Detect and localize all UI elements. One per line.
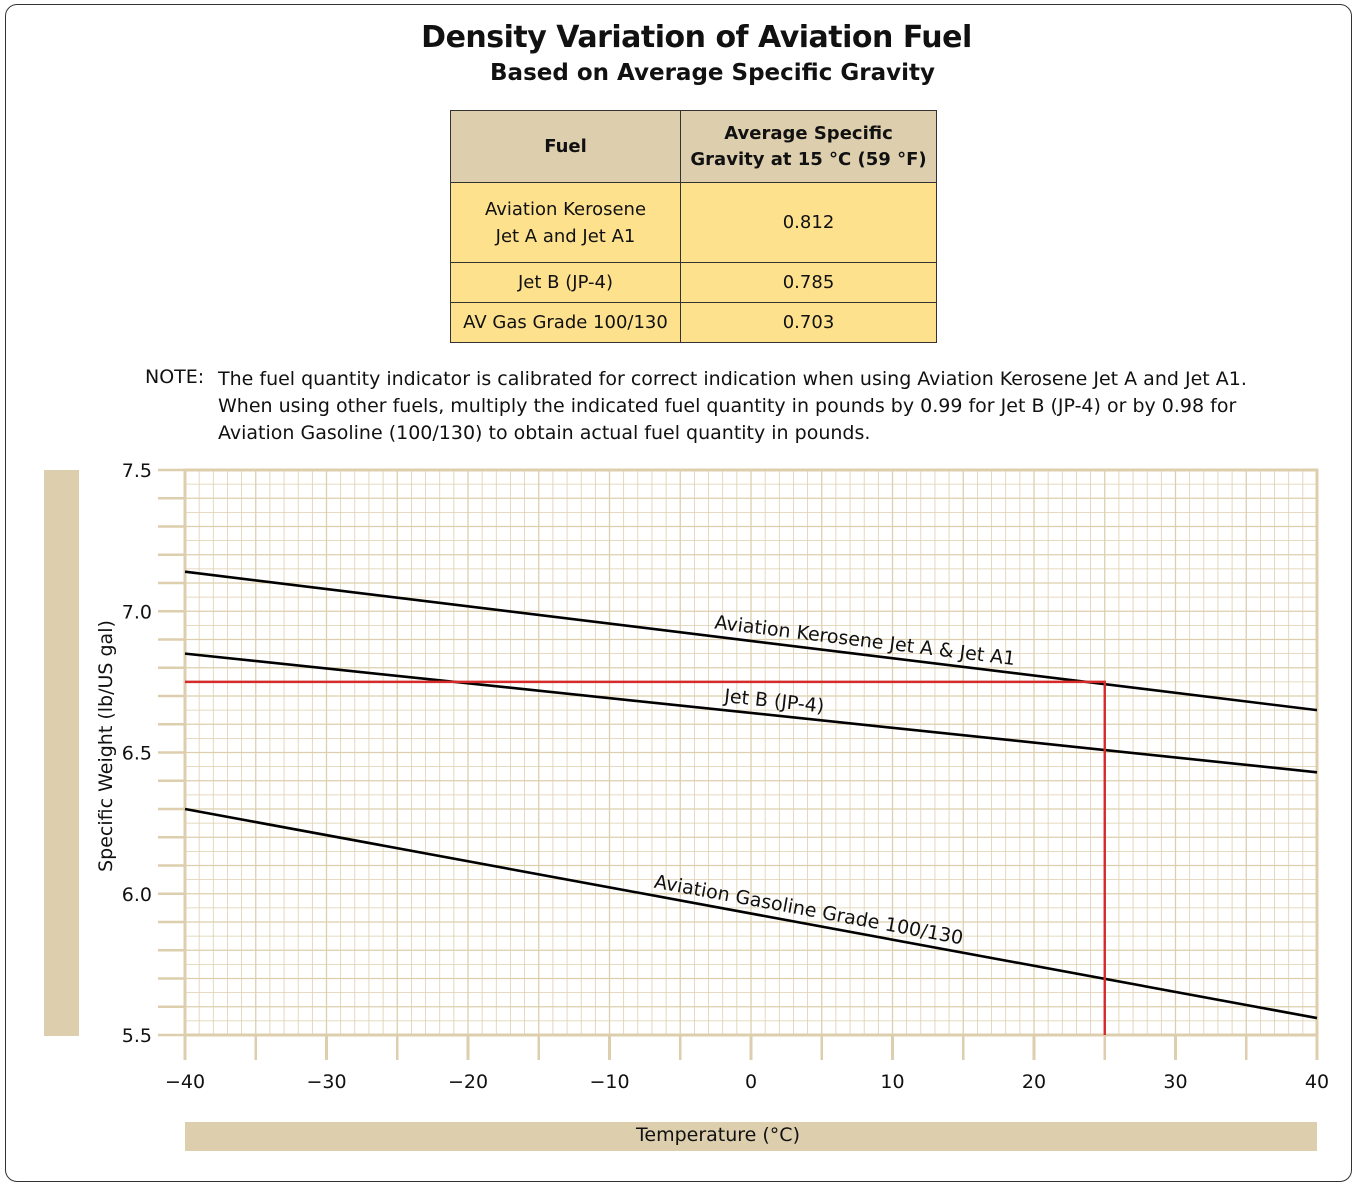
table-header-sg: Average Specific Gravity at 15 °C (59 °F… — [680, 110, 937, 183]
note-line: The fuel quantity indicator is calibrate… — [218, 368, 1247, 390]
x-axis-label: Temperature (°C) — [636, 1124, 800, 1146]
x-tick-label: 40 — [1305, 1071, 1329, 1093]
table-cell-sg: 0.703 — [680, 302, 937, 343]
x-axis-label-bar — [185, 1122, 1317, 1151]
fuel-name-line2: Jet A and Jet A1 — [495, 225, 636, 247]
fuel-table: Fuel Average Specific Gravity at 15 °C (… — [450, 110, 937, 343]
note-text: The fuel quantity indicator is calibrate… — [218, 366, 1258, 447]
series-line — [184, 570, 1318, 712]
note-line: Aviation Gasoline (100/130) to obtain ac… — [218, 422, 871, 444]
table-row: Aviation Kerosene Jet A and Jet A1 0.812 — [450, 182, 937, 263]
table-cell-fuel: Aviation Kerosene Jet A and Jet A1 — [450, 182, 681, 263]
note-line: When using other fuels, multiply the ind… — [218, 395, 1237, 417]
y-axis-label-bar: Specific Weight (lb/US gal) — [44, 470, 117, 1036]
table-header-sg-line2: Gravity at 15 °C (59 °F) — [690, 148, 927, 170]
page-subtitle: Based on Average Specific Gravity — [490, 60, 935, 86]
y-tick-label: 6.5 — [122, 743, 152, 765]
figure-frame — [5, 4, 1352, 1182]
note-label: NOTE: — [145, 366, 205, 388]
y-tick-label: 7.0 — [122, 601, 152, 623]
x-tick-label: −20 — [448, 1071, 488, 1093]
y-tick-label: 6.0 — [122, 884, 152, 906]
x-tick-label: 10 — [880, 1071, 904, 1093]
table-row: AV Gas Grade 100/130 0.703 — [450, 302, 937, 343]
table-cell-sg: 0.812 — [680, 182, 937, 263]
fuel-name-line1: Aviation Kerosene — [484, 198, 647, 220]
table-header-row: Fuel Average Specific Gravity at 15 °C (… — [450, 110, 937, 183]
table-cell-fuel: AV Gas Grade 100/130 — [450, 302, 681, 343]
x-tick-label: −40 — [165, 1071, 205, 1093]
x-tick-label: 0 — [745, 1071, 757, 1093]
series-line — [184, 807, 1318, 1020]
x-tick-label: 20 — [1022, 1071, 1046, 1093]
x-tick-label: −10 — [589, 1071, 629, 1093]
example-guide-line — [185, 680, 1106, 1035]
y-tick-label: 5.5 — [122, 1025, 152, 1047]
table-cell-sg: 0.785 — [680, 262, 937, 303]
series-label: Aviation Gasoline Grade 100/130 — [652, 871, 964, 950]
x-tick-label: −30 — [306, 1071, 346, 1093]
table-header-sg-line1: Average Specific — [724, 122, 893, 144]
page-title: Density Variation of Aviation Fuel — [421, 20, 972, 55]
y-tick-label: 7.5 — [122, 460, 152, 482]
x-tick-label: 30 — [1163, 1071, 1187, 1093]
series-line — [184, 652, 1318, 774]
